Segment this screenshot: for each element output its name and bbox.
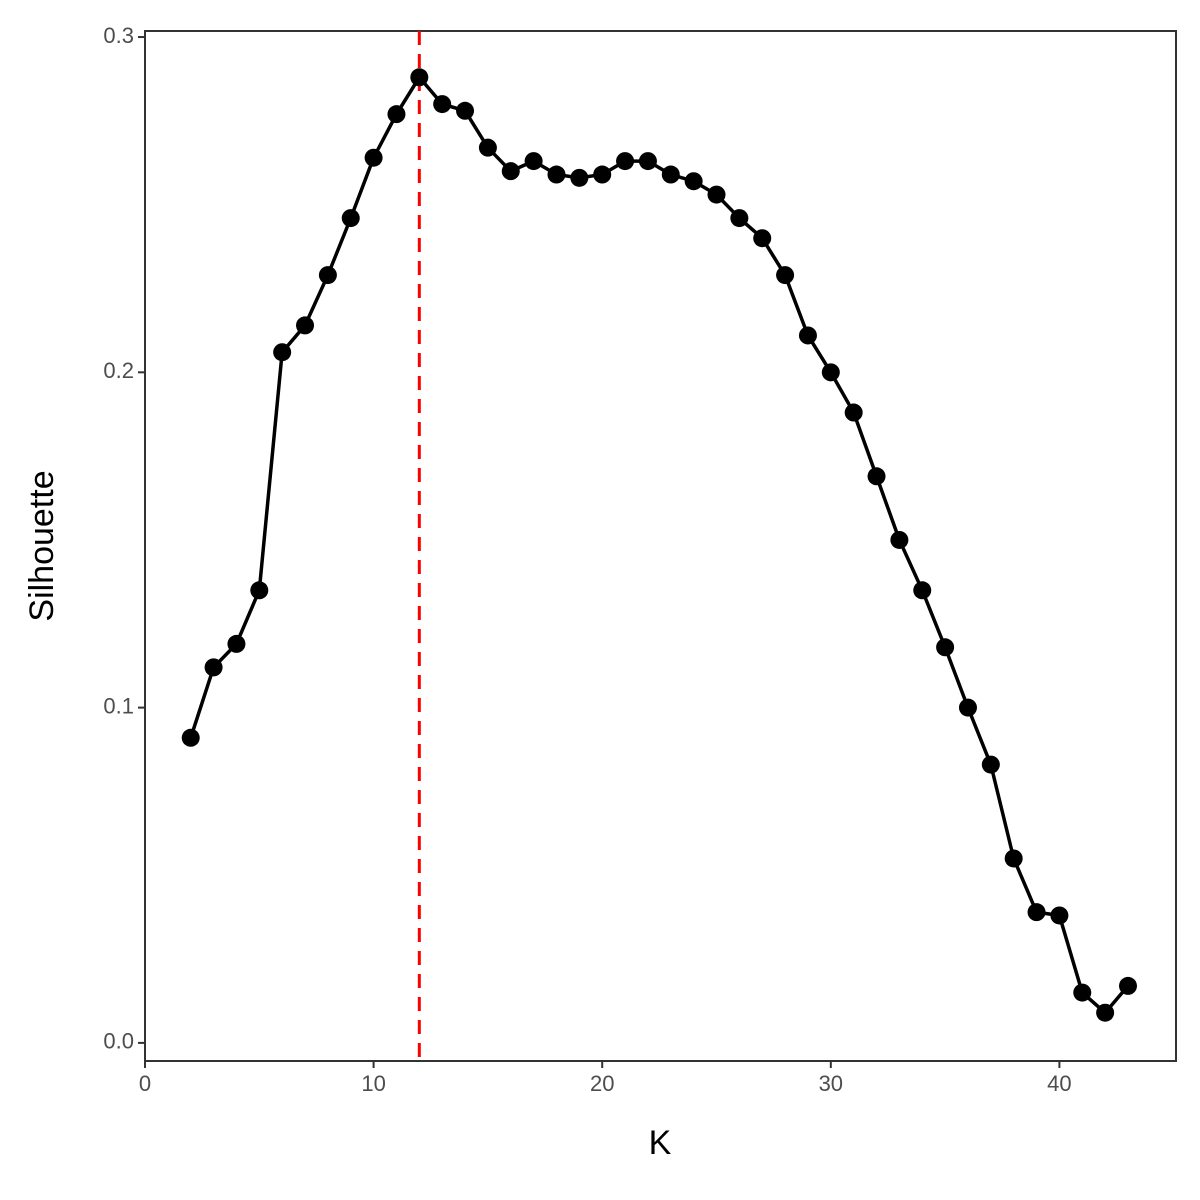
point — [730, 209, 749, 228]
point — [981, 755, 1000, 774]
point — [410, 68, 429, 87]
x-tick-label: 40 — [1047, 1071, 1071, 1096]
y-axis-title: Silhouette — [23, 470, 61, 621]
x-axis-title: K — [649, 1124, 672, 1162]
point — [456, 101, 475, 120]
point — [1027, 903, 1046, 922]
y-tick-label: 0.1 — [103, 693, 134, 718]
point — [684, 172, 703, 191]
point — [867, 467, 886, 486]
point — [547, 165, 566, 184]
point — [890, 530, 909, 549]
point — [844, 403, 863, 422]
point — [273, 343, 292, 362]
point — [1096, 1003, 1115, 1022]
point — [204, 658, 223, 677]
point — [913, 581, 932, 600]
point — [1073, 983, 1092, 1002]
x-tick-label: 0 — [139, 1071, 151, 1096]
point — [753, 229, 772, 248]
point — [341, 209, 360, 228]
point — [387, 105, 406, 124]
point — [616, 152, 635, 171]
x-tick-label: 20 — [590, 1071, 614, 1096]
panel-border — [144, 30, 1177, 1062]
y-tick-label: 0.0 — [103, 1029, 134, 1054]
point — [593, 165, 612, 184]
point — [1004, 849, 1023, 868]
point — [364, 148, 383, 167]
point — [936, 638, 955, 657]
point — [433, 95, 452, 114]
point — [570, 168, 589, 187]
point — [524, 152, 543, 171]
point — [776, 266, 795, 285]
point — [478, 138, 497, 157]
point — [501, 162, 520, 181]
point — [296, 316, 315, 335]
point — [318, 266, 337, 285]
x-tick-label: 30 — [819, 1071, 843, 1096]
point — [250, 581, 269, 600]
point — [1118, 976, 1137, 995]
point — [227, 634, 246, 653]
point — [798, 326, 817, 345]
point — [638, 152, 657, 171]
y-tick-label: 0.3 — [103, 23, 134, 48]
line — [189, 74, 1130, 1016]
point — [958, 698, 977, 717]
point — [181, 728, 200, 747]
y-tick-label: 0.2 — [103, 358, 134, 383]
point — [821, 363, 840, 382]
x-tick-label: 10 — [361, 1071, 385, 1096]
point — [1050, 906, 1069, 925]
point — [707, 185, 726, 204]
point — [661, 165, 680, 184]
